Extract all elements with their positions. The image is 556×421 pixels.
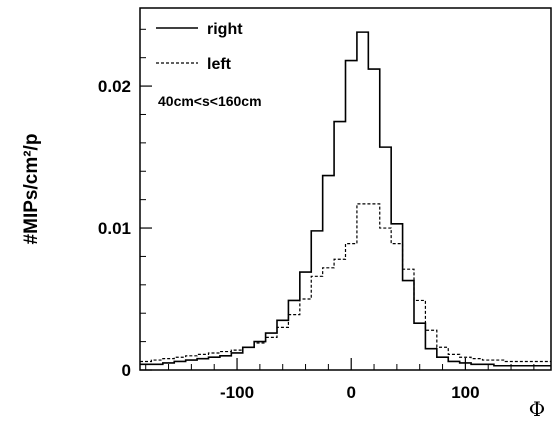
x-tick-label: -100: [220, 383, 254, 402]
legend-label-left: left: [207, 56, 232, 73]
legend-label-right: right: [207, 21, 243, 38]
x-axis-label: Φ: [529, 397, 545, 421]
axis-ticks: [140, 28, 535, 371]
range-annotation: 40cm<s<160cm: [158, 93, 262, 109]
y-tick-label: 0.02: [98, 77, 131, 96]
plot-frame: [139, 7, 552, 371]
y-axis-label: #MIPs/cm²/p: [21, 134, 42, 245]
legend: right left: [156, 21, 243, 73]
tick-labels: -100 0 100 0 0.01 0.02: [98, 77, 480, 402]
series-group: [140, 31, 551, 367]
series-left: [140, 203, 551, 363]
y-tick-label: 0: [122, 361, 131, 380]
x-tick-label: 0: [346, 383, 355, 402]
series-right: [140, 31, 551, 367]
y-tick-label: 0.01: [98, 219, 131, 238]
x-tick-label: 100: [451, 383, 479, 402]
